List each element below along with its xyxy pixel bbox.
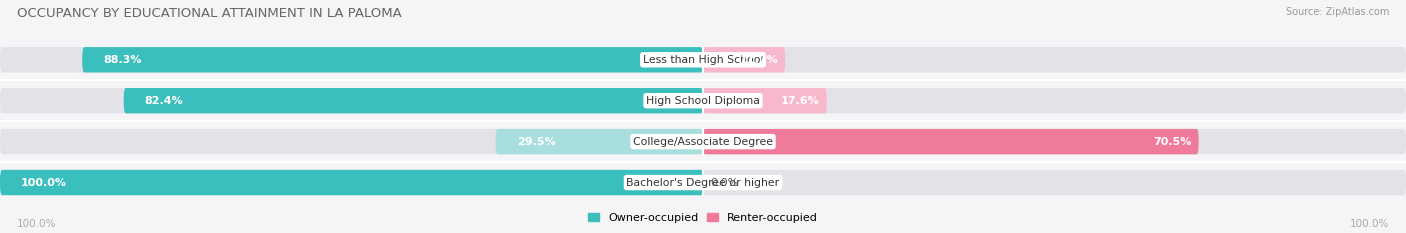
Text: 0.0%: 0.0%: [710, 178, 738, 188]
FancyBboxPatch shape: [0, 170, 703, 195]
Text: High School Diploma: High School Diploma: [647, 96, 759, 106]
Text: 70.5%: 70.5%: [1153, 137, 1192, 147]
Text: 17.6%: 17.6%: [780, 96, 820, 106]
FancyBboxPatch shape: [703, 129, 1198, 154]
FancyBboxPatch shape: [703, 170, 1406, 195]
FancyBboxPatch shape: [0, 170, 703, 195]
FancyBboxPatch shape: [703, 88, 1406, 113]
Text: 100.0%: 100.0%: [17, 219, 56, 229]
Text: Less than High School: Less than High School: [643, 55, 763, 65]
Text: Bachelor's Degree or higher: Bachelor's Degree or higher: [627, 178, 779, 188]
FancyBboxPatch shape: [703, 88, 827, 113]
FancyBboxPatch shape: [0, 129, 703, 154]
Text: 100.0%: 100.0%: [21, 178, 67, 188]
FancyBboxPatch shape: [703, 129, 1406, 154]
Text: 29.5%: 29.5%: [517, 137, 555, 147]
Text: 11.7%: 11.7%: [740, 55, 779, 65]
FancyBboxPatch shape: [496, 129, 703, 154]
Text: 88.3%: 88.3%: [104, 55, 142, 65]
FancyBboxPatch shape: [0, 47, 703, 72]
FancyBboxPatch shape: [82, 47, 703, 72]
FancyBboxPatch shape: [0, 88, 703, 113]
Text: 82.4%: 82.4%: [145, 96, 184, 106]
Text: OCCUPANCY BY EDUCATIONAL ATTAINMENT IN LA PALOMA: OCCUPANCY BY EDUCATIONAL ATTAINMENT IN L…: [17, 7, 402, 20]
Text: Source: ZipAtlas.com: Source: ZipAtlas.com: [1285, 7, 1389, 17]
Legend: Owner-occupied, Renter-occupied: Owner-occupied, Renter-occupied: [583, 209, 823, 227]
FancyBboxPatch shape: [703, 47, 1406, 72]
Text: College/Associate Degree: College/Associate Degree: [633, 137, 773, 147]
FancyBboxPatch shape: [124, 88, 703, 113]
FancyBboxPatch shape: [703, 47, 785, 72]
Text: 100.0%: 100.0%: [1350, 219, 1389, 229]
